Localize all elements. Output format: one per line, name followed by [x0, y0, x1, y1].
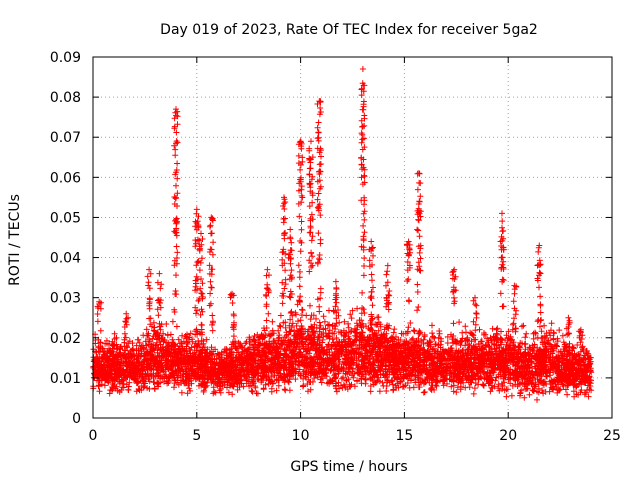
x-tick-label: 25	[603, 428, 621, 444]
x-tick-label: 20	[499, 428, 517, 444]
x-tick-label: 10	[292, 428, 310, 444]
y-tick-label: 0.09	[50, 50, 81, 66]
y-axis-label: ROTI / TECUs	[7, 194, 23, 286]
x-tick-label: 15	[395, 428, 413, 444]
x-tick-label: 5	[192, 428, 201, 444]
plot-frame	[92, 56, 613, 419]
y-tick-label: 0.02	[50, 331, 81, 347]
y-tick-label: 0.05	[50, 210, 81, 226]
x-axis-label: GPS time / hours	[290, 459, 407, 475]
data-points	[90, 66, 595, 403]
y-tick-label: 0.01	[50, 371, 81, 387]
y-tick-label: 0.04	[50, 251, 81, 267]
x-tick-label: 0	[89, 428, 98, 444]
axes: 0 5 10 15 20 25 0 0.01 0.02 0.03 0.04 0.05 0.06 0.07 0…	[50, 50, 621, 444]
y-tick-label: 0.08	[50, 90, 81, 106]
scatter-markers	[90, 66, 595, 403]
y-tick-label: 0.07	[50, 130, 81, 146]
y-tick-label: 0.06	[50, 170, 81, 186]
y-tick-label: 0	[72, 411, 81, 427]
chart-title: Day 019 of 2023, Rate Of TEC Index for r…	[160, 22, 538, 38]
y-tick-label: 0.03	[50, 291, 81, 307]
